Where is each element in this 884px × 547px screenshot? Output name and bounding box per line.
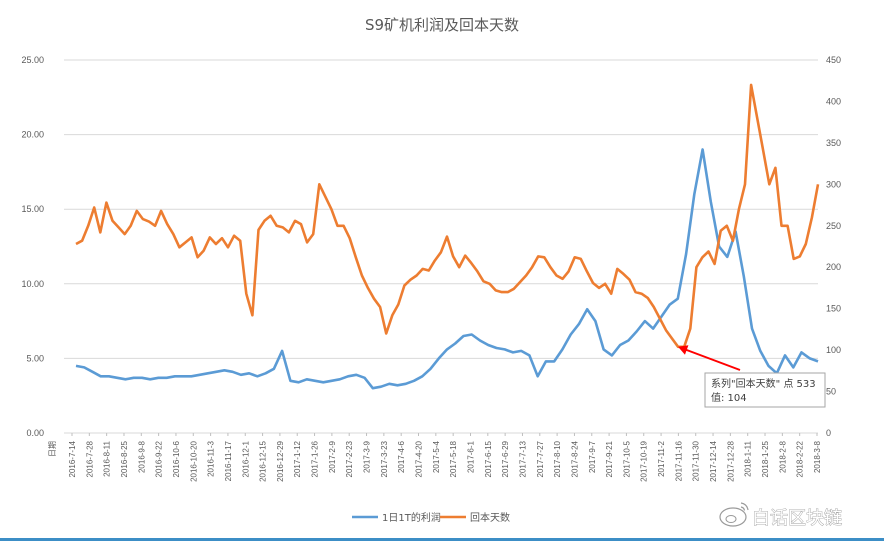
- x-tick-label: 2017-5-4: [432, 440, 441, 473]
- tooltip-line1: 系列"回本天数" 点 533: [711, 377, 816, 390]
- x-tick-label: 2017-8-10: [553, 440, 562, 477]
- x-tick-label: 2017-3-9: [363, 440, 372, 473]
- y-right-tick-label: 400: [826, 96, 841, 106]
- x-tick-label: 2018-2-22: [796, 440, 805, 477]
- x-tick-label: 2016-12-29: [276, 440, 285, 481]
- x-tick-label: 2016-8-11: [103, 440, 112, 476]
- x-tick-label: 2017-9-7: [588, 440, 597, 473]
- tooltip-arrow-icon: [678, 345, 741, 371]
- y-right-tick-label: 450: [826, 55, 841, 65]
- y-right-tick-label: 200: [826, 262, 841, 272]
- data-tooltip: 系列"回本天数" 点 533 值: 104: [678, 345, 826, 408]
- y-right-tick-label: 0: [826, 428, 831, 438]
- x-tick-label: 2016-9-8: [137, 440, 146, 473]
- x-tick-label: 2016-12-1: [241, 440, 250, 477]
- x-tick-label: 2017-10-5: [622, 440, 631, 477]
- x-tick-label: 2017-6-15: [484, 440, 493, 477]
- y-right-tick-label: 50: [826, 387, 836, 397]
- legend-label-profit[interactable]: 1日1T的利润: [382, 511, 441, 524]
- bottom-rule: [0, 538, 884, 541]
- x-tick-label: 2016-9-22: [155, 440, 164, 477]
- series-line-0: [75, 148, 819, 390]
- x-tick-label: 2017-1-26: [311, 440, 320, 477]
- x-tick-label: 2017-11-16: [674, 440, 683, 481]
- y-left-tick-label: 25.00: [21, 55, 44, 65]
- y-left-tick-label: 0.00: [26, 428, 44, 438]
- gridlines: [64, 59, 818, 434]
- series-line-1: [75, 83, 820, 349]
- x-tick-label: 2017-11-30: [692, 440, 701, 481]
- y-left-tick-label: 15.00: [21, 204, 44, 214]
- x-tick-label: 2017-3-23: [380, 440, 389, 477]
- y-right-tick-label: 350: [826, 138, 841, 148]
- legend-label-payback[interactable]: 回本天数: [470, 511, 510, 524]
- y-left-tick-label: 10.00: [21, 279, 44, 289]
- x-tick-label: 2018-1-11: [744, 440, 753, 476]
- x-tick-label: 2017-12-14: [709, 440, 718, 481]
- x-tick-label: 2017-4-20: [415, 440, 424, 477]
- x-tick-label: 2017-2-23: [345, 440, 354, 477]
- series-lines: [75, 83, 820, 390]
- x-tick-label: 2017-2-9: [328, 440, 337, 473]
- x-tick-label: 2017-7-27: [536, 440, 545, 477]
- x-tick-label: 2016-12-15: [259, 440, 268, 481]
- x-tick-label: 2016-10-6: [172, 440, 181, 477]
- weibo-icon: [719, 502, 749, 527]
- x-tick-label: 2017-6-29: [501, 440, 510, 477]
- x-axis-title: 日期: [48, 441, 57, 457]
- watermark: 白话区块链: [719, 502, 842, 529]
- x-tick-label: 2016-7-14: [68, 440, 77, 477]
- x-tick-label: 2017-10-19: [640, 440, 649, 481]
- x-tick-label: 2016-11-3: [207, 440, 216, 476]
- x-tick-label: 2016-10-20: [189, 440, 198, 481]
- y-right-tick-label: 300: [826, 179, 841, 189]
- x-tick-label: 2016-8-25: [120, 440, 129, 477]
- y-axis-right: 0 50 100 150 200 250 300 350 400 450: [826, 55, 841, 438]
- x-axis: 日期 2016-7-14 2016-7-28 2016-8-11 2016-8-25 20…: [48, 433, 822, 482]
- y-left-tick-label: 5.00: [26, 353, 44, 363]
- x-tick-label: 2017-12-28: [726, 440, 735, 481]
- legend[interactable]: 1日1T的利润 回本天数: [352, 511, 510, 524]
- x-tick-label: 2017-7-13: [518, 440, 527, 477]
- y-right-tick-label: 250: [826, 221, 841, 231]
- y-right-tick-label: 100: [826, 345, 841, 355]
- x-tick-label: 2017-5-18: [449, 440, 458, 477]
- x-tick-label: 2016-11-17: [224, 440, 233, 481]
- x-tick-label: 2017-6-1: [466, 440, 475, 473]
- x-tick-label: 2018-1-25: [761, 440, 770, 477]
- x-tick-label: 2018-2-8: [778, 440, 787, 473]
- x-tick-label: 2016-7-28: [85, 440, 94, 477]
- x-tick-label: 2017-11-2: [657, 440, 666, 476]
- chart-title: S9矿机利润及回本天数: [365, 16, 519, 34]
- x-tick-label: 2017-1-12: [293, 440, 302, 477]
- tooltip-box: [704, 372, 826, 408]
- x-tick-label: 2017-4-6: [397, 440, 406, 473]
- y-axis-left: 0.00 5.00 10.00 15.00 20.00 25.00: [21, 55, 44, 438]
- x-tick-label: 2017-9-21: [605, 440, 614, 477]
- x-tick-label: 2018-3-8: [813, 440, 822, 473]
- y-left-tick-label: 20.00: [21, 130, 44, 140]
- x-tick-label: 2017-8-24: [570, 440, 579, 477]
- y-right-tick-label: 150: [826, 304, 841, 314]
- watermark-text: 白话区块链: [752, 508, 842, 529]
- tooltip-line2: 值: 104: [711, 391, 747, 404]
